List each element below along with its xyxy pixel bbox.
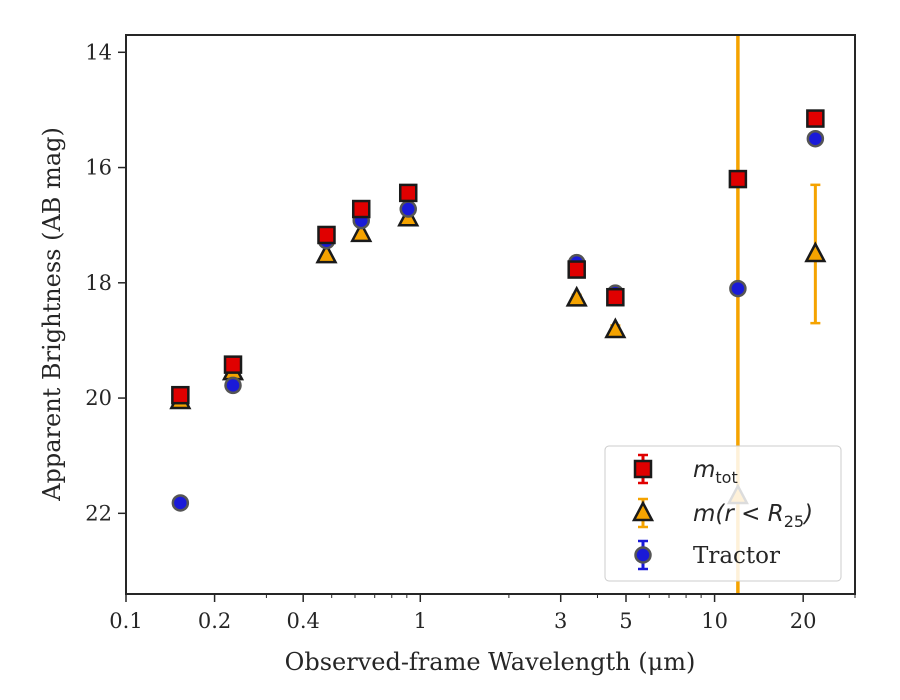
legend-marker-triangle	[631, 500, 655, 522]
data-point-square	[171, 385, 190, 405]
data-point-triangle	[604, 317, 627, 339]
y-tick-label: 20	[85, 386, 112, 410]
legend-box	[604, 445, 842, 582]
data-point-layer	[169, 109, 827, 512]
y-axis-ticks: 14 16 18 20 22	[85, 40, 126, 525]
data-point-triangle	[565, 285, 588, 307]
data-point-square	[398, 183, 418, 203]
y-tick-label: 16	[85, 156, 112, 180]
data-point-triangle	[315, 242, 338, 264]
y-tick-label: 22	[85, 501, 112, 525]
x-tick-label: 5	[619, 609, 632, 633]
x-axis-ticks: 0.1 0.2 0.4 1 3 5 10 20	[109, 594, 856, 633]
data-point-square	[728, 169, 748, 189]
legend-label: Tractor	[693, 543, 780, 569]
data-point-circle	[729, 279, 747, 298]
data-point-triangle	[804, 241, 827, 263]
x-tick-label: 0.1	[109, 609, 142, 633]
x-tick-label: 10	[701, 609, 728, 633]
x-tick-label: 20	[790, 609, 817, 633]
data-point-square	[223, 355, 243, 374]
data-point-triangle	[350, 221, 373, 243]
y-tick-label: 18	[85, 271, 112, 295]
x-axis-title: Observed-frame Wavelength (μm)	[285, 648, 696, 676]
data-point-square	[317, 225, 336, 245]
x-tick-label: 3	[554, 609, 567, 633]
data-point-square	[806, 109, 825, 128]
plot-frame	[125, 34, 856, 595]
data-point-square	[351, 199, 371, 219]
data-point-square	[567, 260, 586, 279]
y-axis-title: Apparent Brightness (AB mag)	[38, 127, 66, 502]
data-point-circle	[806, 129, 825, 148]
x-tick-label: 0.4	[286, 609, 319, 633]
data-point-circle	[171, 494, 190, 512]
data-point-circle	[399, 200, 417, 218]
data-point-circle	[224, 376, 242, 395]
data-point-square	[606, 287, 625, 307]
x-tick-label: 0.2	[198, 609, 231, 633]
x-tick-label: 1	[414, 609, 427, 633]
y-tick-label: 14	[85, 40, 112, 64]
legend-marker-square	[633, 459, 653, 479]
legend-marker-circle	[634, 546, 652, 564]
